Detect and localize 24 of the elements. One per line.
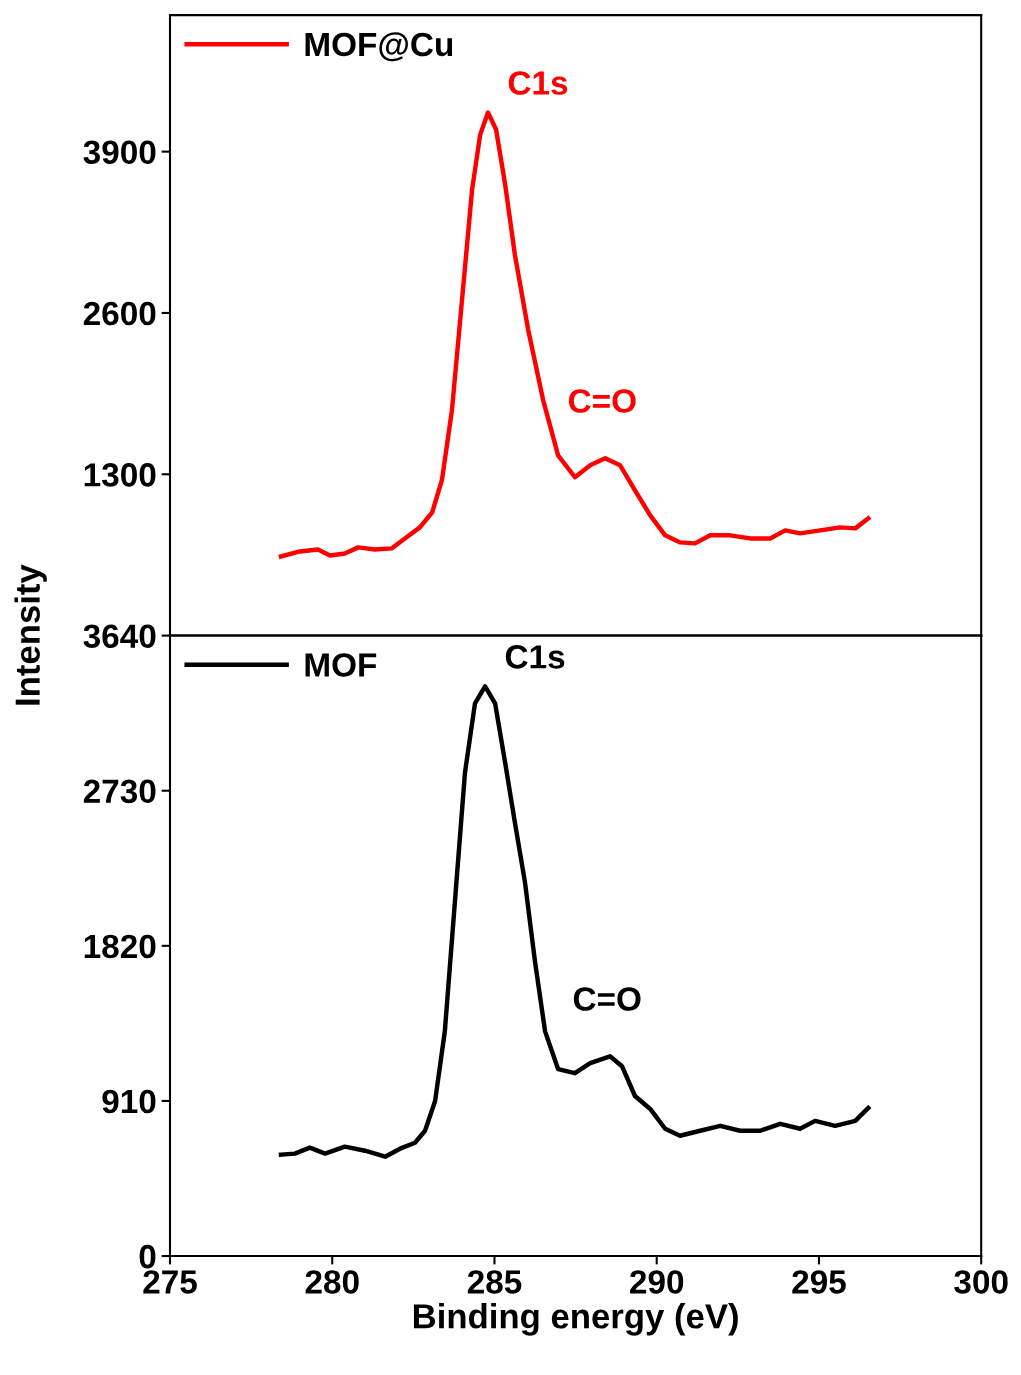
y-axis-title: Intensity <box>14 564 47 705</box>
x-tick-label: 275 <box>143 1270 197 1294</box>
y-tick-label: 3900 <box>83 140 156 165</box>
y-tick-label: 910 <box>102 1089 156 1114</box>
y-tick-label: 0 <box>139 1244 156 1269</box>
legend-label: MOF <box>305 653 377 677</box>
y-tick-label: 2600 <box>83 301 156 326</box>
annotation: C1s <box>508 71 568 95</box>
line-series <box>278 110 871 559</box>
x-tick-label: 290 <box>630 1270 684 1294</box>
y-tick-label: 1300 <box>84 463 156 487</box>
y-tick-label: 2730 <box>83 779 156 804</box>
annotation: C=O <box>573 987 641 1011</box>
x-axis-title: Binding energy (eV) <box>413 1303 738 1336</box>
y-tick-label: 1820 <box>84 934 156 959</box>
annotation: C=O <box>568 389 636 413</box>
x-tick-label: 285 <box>467 1270 522 1294</box>
x-tick-label: 280 <box>305 1270 359 1294</box>
line-series <box>278 684 871 1159</box>
x-tick-label: 295 <box>792 1270 846 1294</box>
annotation: C1s <box>505 645 565 669</box>
y-tick-label: 3640 <box>83 624 156 649</box>
legend-label: MOF@Cu <box>305 32 453 62</box>
x-tick-label: 300 <box>954 1270 1008 1294</box>
